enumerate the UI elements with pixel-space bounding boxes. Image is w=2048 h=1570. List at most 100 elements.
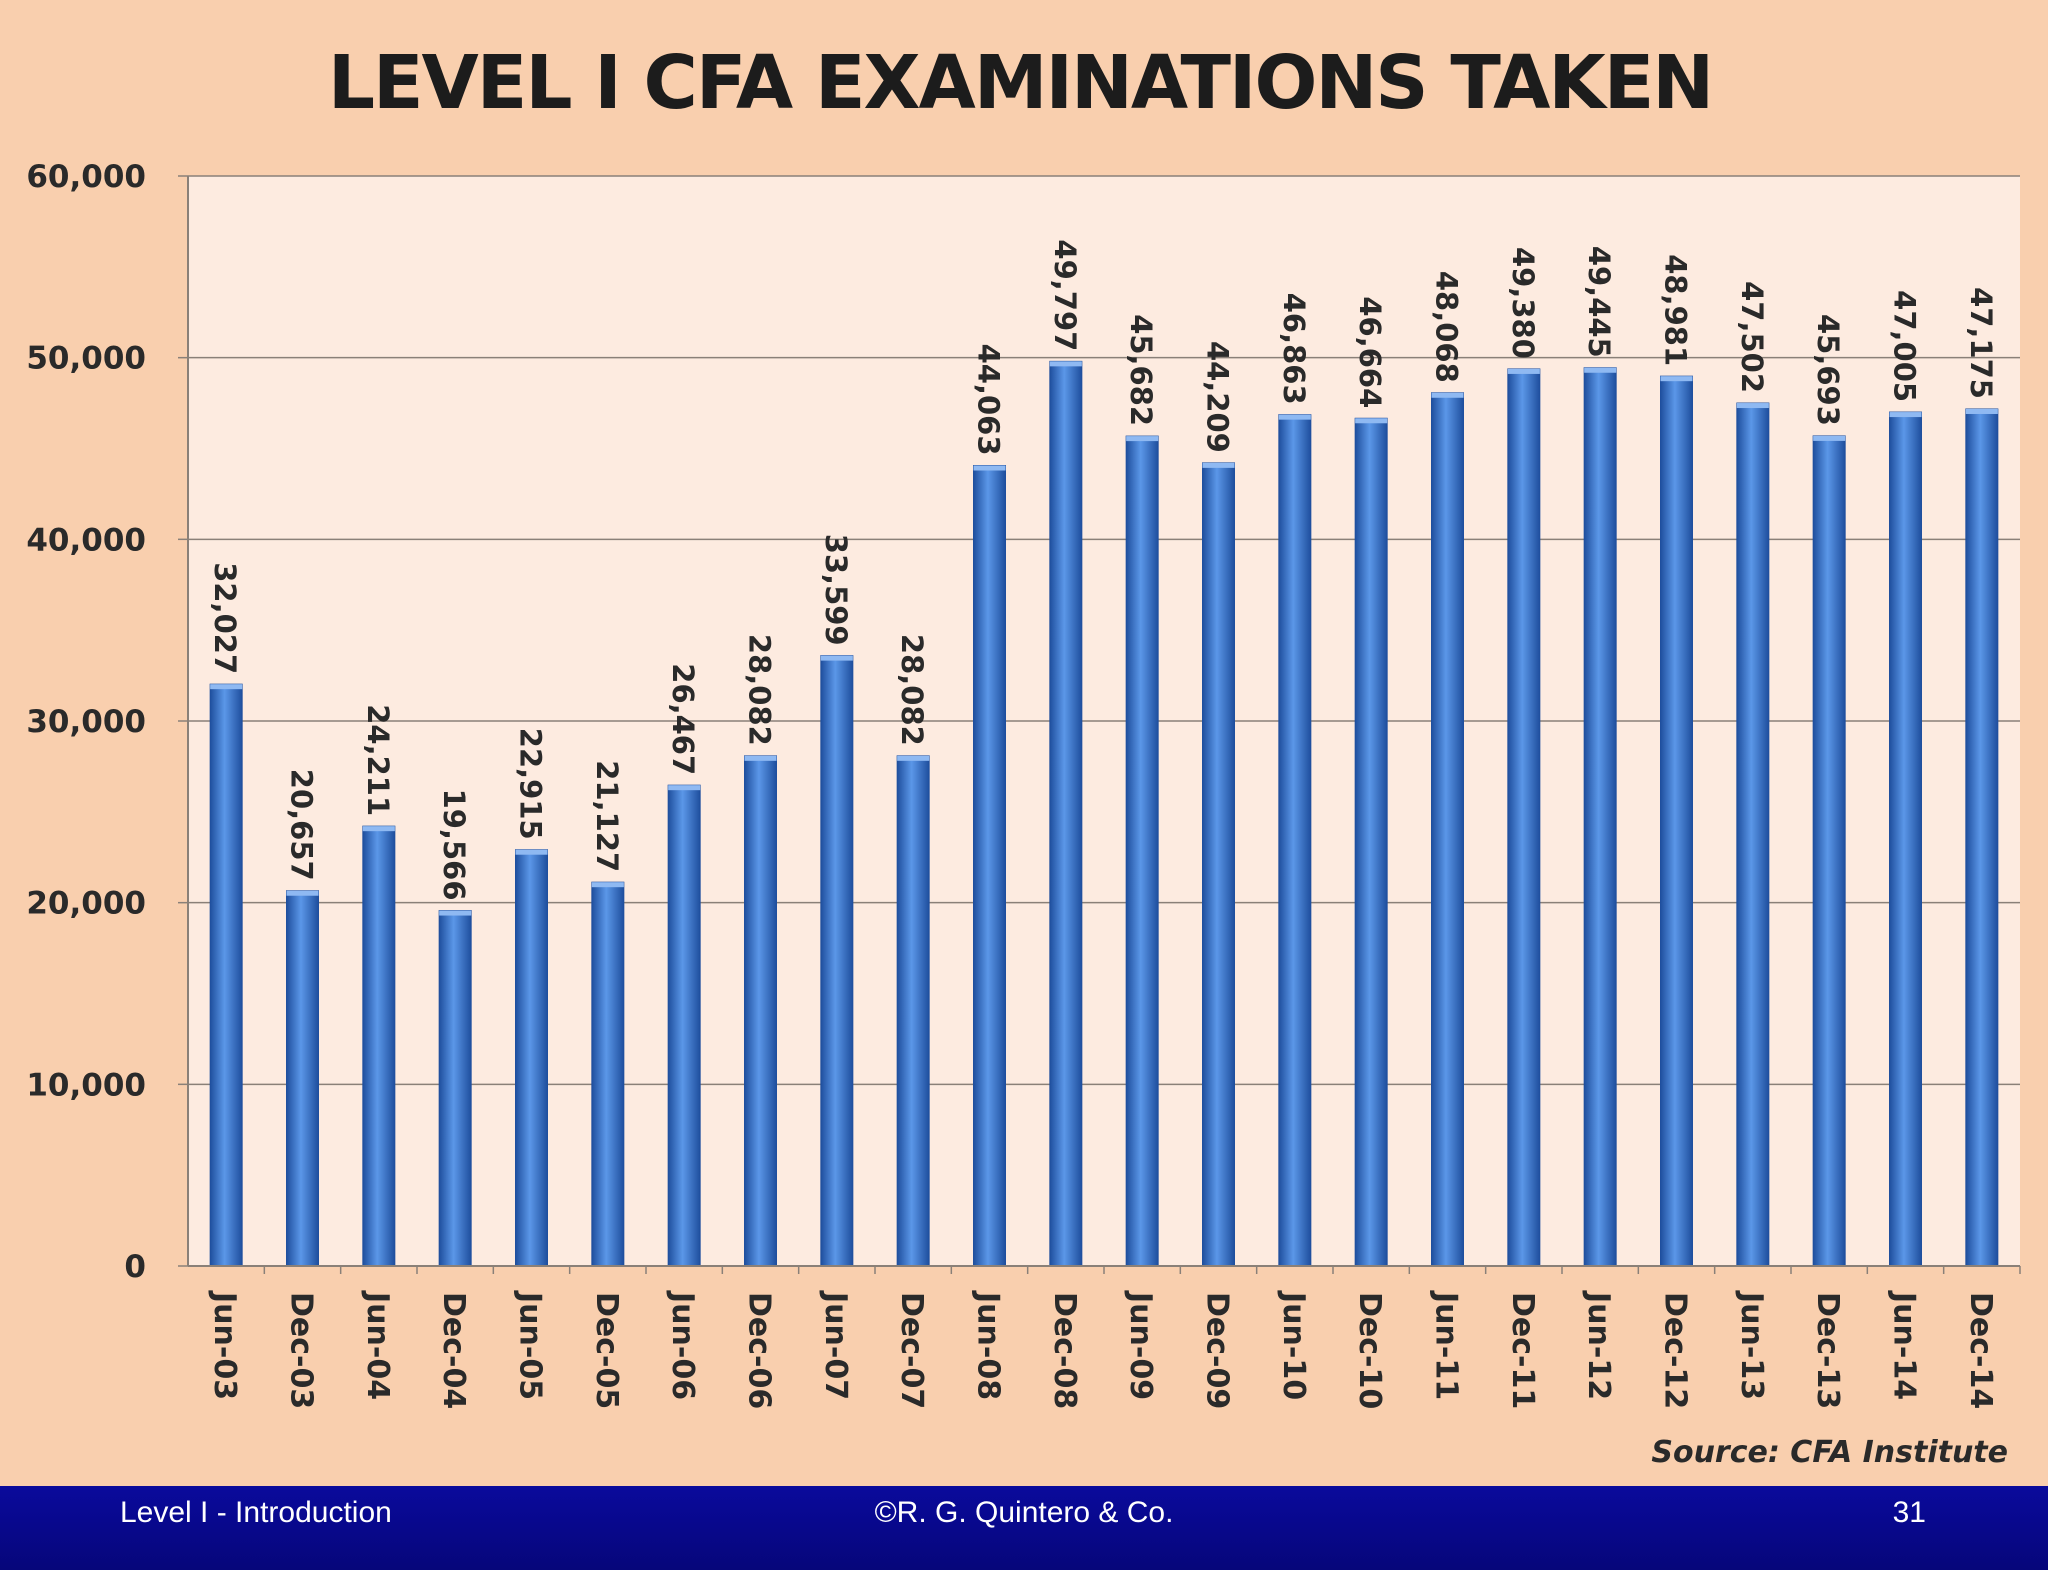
bar-Dec-12 [1660, 375, 1693, 1267]
bar-cap [515, 849, 548, 855]
bar-cap [744, 755, 777, 761]
x-tick-label: Jun-06 [665, 1290, 700, 1400]
data-label: 44,209 [1201, 341, 1235, 453]
bar-cap [1660, 376, 1693, 382]
bar-Dec-03 [286, 890, 319, 1267]
data-label: 48,068 [1430, 271, 1464, 383]
bar-Dec-09 [1202, 462, 1235, 1267]
bar-cap [973, 465, 1006, 471]
bar-cap [1126, 436, 1159, 442]
bar-cap [820, 655, 853, 661]
bar-Jun-08 [973, 465, 1006, 1267]
chart: LEVEL I CFA EXAMINATIONS TAKEN 32,027 20,… [26, 40, 2021, 1470]
x-tick-label: Jun-04 [360, 1290, 395, 1400]
x-tick-label: Dec-03 [284, 1292, 319, 1409]
bar-Jun-12 [1583, 367, 1617, 1267]
y-tick-label: 60,000 [26, 159, 146, 195]
data-label: 48,981 [1659, 254, 1693, 366]
bar-cap [1584, 367, 1617, 373]
bar-Dec-06 [744, 755, 777, 1267]
y-tick-label: 30,000 [26, 704, 146, 740]
y-tick-label: 50,000 [26, 341, 146, 377]
x-tick-label: Jun-14 [1887, 1290, 1922, 1400]
data-label: 49,380 [1506, 247, 1540, 359]
x-tick-label: Jun-13 [1734, 1290, 1769, 1400]
bar-cap [210, 684, 243, 690]
bar-Jun-05 [515, 849, 548, 1267]
bar-Jun-06 [667, 784, 701, 1267]
x-tick-label: Dec-14 [1963, 1292, 1998, 1409]
bar-Jun-09 [1125, 435, 1159, 1267]
bar-cap [1736, 403, 1769, 409]
x-tick-label: Dec-04 [436, 1292, 471, 1409]
x-tick-label: Jun-05 [513, 1290, 548, 1400]
data-label: 22,915 [514, 728, 548, 840]
x-tick-label: Jun-11 [1429, 1290, 1464, 1400]
data-label: 19,566 [437, 789, 471, 901]
footer-page-number: 31 [1892, 1496, 1926, 1529]
bar-cap [362, 826, 395, 832]
bar-Jun-03 [209, 683, 243, 1267]
bar-Jun-10 [1278, 414, 1312, 1267]
footer-bar: Level I - Introduction ©R. G. Quintero &… [0, 1486, 2048, 1570]
bar-cap [1431, 392, 1464, 398]
source-annotation: Source: CFA Institute [1651, 1435, 2008, 1470]
y-tick-label: 40,000 [26, 522, 146, 558]
footer-copyright: ©R. G. Quintero & Co. [874, 1496, 1174, 1529]
data-label: 28,082 [895, 634, 929, 746]
chart-title: LEVEL I CFA EXAMINATIONS TAKEN [328, 40, 1712, 126]
bar-Dec-07 [896, 755, 930, 1267]
data-label: 49,445 [1582, 246, 1616, 358]
bar-cap [286, 890, 319, 896]
bar-cap [668, 785, 701, 791]
data-label: 24,211 [361, 704, 395, 816]
bar-cap [1965, 408, 1998, 414]
x-tick-label: Dec-07 [894, 1292, 929, 1409]
bar-cap [1202, 462, 1235, 468]
bar-Dec-04 [438, 910, 472, 1267]
bar-Dec-13 [1812, 435, 1846, 1267]
x-tick-label: Dec-11 [1505, 1292, 1540, 1409]
bar-cap [1355, 418, 1388, 424]
data-label: 46,863 [1277, 293, 1311, 405]
data-label: 45,693 [1811, 314, 1845, 426]
data-label: 26,467 [666, 663, 700, 775]
bar-Jun-13 [1736, 402, 1770, 1267]
bar-Dec-05 [591, 881, 625, 1267]
bar-Dec-10 [1354, 417, 1388, 1267]
x-tick-label: Jun-08 [971, 1290, 1006, 1400]
y-tick-label: 20,000 [26, 886, 146, 922]
data-label: 47,005 [1888, 290, 1922, 402]
x-tick-label: Dec-05 [589, 1292, 624, 1409]
x-tick-label: Dec-09 [1200, 1292, 1235, 1409]
bar-Dec-08 [1049, 360, 1083, 1267]
data-label: 32,027 [208, 562, 242, 674]
data-label: 49,797 [1048, 239, 1082, 351]
footer-section-title: Level I - Introduction [120, 1496, 392, 1529]
y-tick-label: 0 [124, 1249, 146, 1285]
x-tick-label: Dec-13 [1810, 1292, 1845, 1409]
data-labels: 32,027 20,657 24,211 19,566 22,915 21,127 26,4… [208, 239, 1998, 900]
data-label: 44,063 [972, 344, 1006, 456]
bar-Jun-11 [1431, 392, 1464, 1267]
bar-cap [591, 882, 624, 888]
data-label: 28,082 [743, 634, 777, 746]
data-label: 45,682 [1124, 314, 1158, 426]
bar-Jun-14 [1889, 411, 1922, 1267]
x-tick-label: Jun-03 [207, 1290, 242, 1400]
data-label: 47,175 [1964, 287, 1998, 399]
x-tick-label: Jun-07 [818, 1290, 853, 1400]
bar-cap [439, 910, 472, 916]
x-tick-label: Jun-10 [1276, 1290, 1311, 1400]
x-tick-label: Dec-10 [1352, 1292, 1387, 1409]
x-tick-label: Dec-06 [742, 1292, 777, 1409]
bars [209, 360, 1999, 1267]
x-tick-label: Jun-09 [1123, 1290, 1158, 1400]
bar-Dec-11 [1507, 368, 1541, 1267]
gridlines [188, 175, 2020, 1086]
axes: 0 10,000 20,000 30,000 40,000 50,000 60,000 Jun… [26, 159, 2021, 1409]
data-label: 20,657 [285, 769, 319, 881]
bar-cap [1889, 412, 1922, 418]
bar-cap [1049, 361, 1082, 367]
bar-cap [1813, 435, 1846, 441]
